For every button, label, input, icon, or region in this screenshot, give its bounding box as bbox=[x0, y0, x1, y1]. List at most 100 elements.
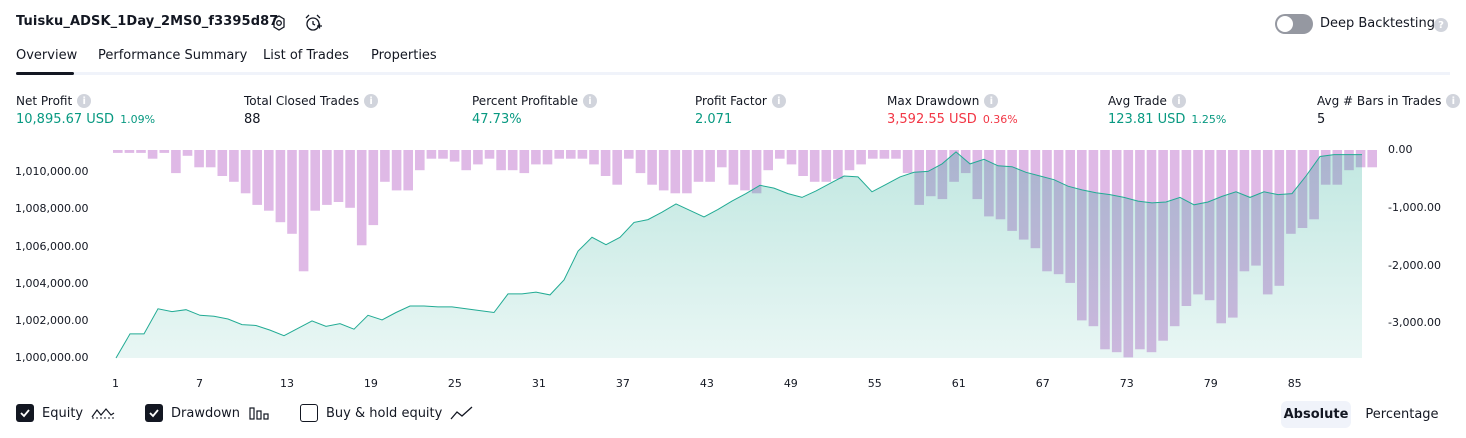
buy-hold-label: Buy & hold equity bbox=[326, 405, 443, 421]
drawdown-checkbox-row[interactable]: Drawdown bbox=[145, 404, 270, 422]
drawdown-bar bbox=[310, 150, 320, 211]
drawdown-bar bbox=[403, 150, 413, 191]
drawdown-bar bbox=[438, 150, 448, 159]
drawdown-bar bbox=[426, 150, 437, 159]
metric-percent: 0.36% bbox=[982, 113, 1018, 126]
metric-value: 2.071 bbox=[695, 112, 733, 127]
metric-profit-factor: Profit Factor i 2.071 bbox=[695, 94, 786, 127]
metric-value: 123.81 USD bbox=[1108, 112, 1186, 127]
info-icon[interactable]: i bbox=[984, 94, 999, 108]
drawdown-bar bbox=[182, 150, 193, 156]
drawdown-bar bbox=[217, 150, 228, 176]
equity-checkbox[interactable] bbox=[16, 404, 34, 422]
drawdown-bar bbox=[287, 150, 297, 234]
buy-hold-checkbox-row[interactable]: Buy & hold equity bbox=[300, 404, 474, 422]
equity-line bbox=[115, 151, 1362, 359]
y-left-tick: 1,006,000.00 bbox=[15, 239, 89, 253]
drawdown-bar bbox=[775, 150, 785, 159]
metric-percent-profitable: Percent Profitable i 47.73% bbox=[472, 94, 597, 127]
info-icon[interactable]: i bbox=[582, 94, 597, 108]
metric-label: Percent Profitable bbox=[472, 94, 578, 108]
drawdown-label: Drawdown bbox=[171, 405, 241, 421]
metric-percent: 1.09% bbox=[120, 113, 156, 126]
deep-backtesting-label: Deep Backtesting bbox=[1320, 16, 1436, 31]
drawdown-bar bbox=[612, 150, 622, 185]
drawdown-bar bbox=[542, 150, 553, 165]
drawdown-bar bbox=[891, 150, 901, 159]
drawdown-bar bbox=[322, 150, 332, 205]
drawdown-bar bbox=[368, 150, 379, 226]
tab-overview[interactable]: Overview bbox=[16, 48, 78, 63]
deep-backtesting-help-icon[interactable]: ? bbox=[1434, 18, 1448, 32]
deep-backtesting-toggle[interactable] bbox=[1275, 14, 1313, 34]
metric-label: Net Profit bbox=[16, 94, 73, 108]
drawdown-bar bbox=[566, 150, 576, 159]
drawdown-bar bbox=[902, 150, 913, 174]
drawdown-bar bbox=[240, 150, 251, 194]
drawdown-bar bbox=[844, 150, 855, 171]
settings-gear-icon[interactable] bbox=[268, 12, 290, 34]
drawdown-bar bbox=[647, 150, 657, 185]
drawdown-bar bbox=[577, 150, 588, 159]
alarm-clock-icon[interactable] bbox=[302, 12, 324, 34]
absolute-button[interactable]: Absolute bbox=[1281, 401, 1351, 428]
tabs-divider bbox=[16, 72, 1450, 75]
x-tick: 13 bbox=[279, 377, 294, 390]
tab-list-of-trades[interactable]: List of Trades bbox=[263, 48, 349, 63]
metric-total-closed-trades: Total Closed Trades i 88 bbox=[244, 94, 379, 127]
info-icon[interactable]: i bbox=[771, 94, 786, 108]
x-tick: 7 bbox=[195, 377, 203, 390]
percentage-button[interactable]: Percentage bbox=[1365, 407, 1439, 422]
drawdown-bar bbox=[693, 150, 704, 182]
drawdown-bar bbox=[1286, 150, 1296, 234]
x-tick: 67 bbox=[1035, 377, 1050, 390]
drawdown-bar bbox=[484, 150, 495, 159]
info-icon[interactable]: i bbox=[77, 94, 92, 108]
y-left-tick: 1,010,000.00 bbox=[15, 165, 89, 179]
x-tick: 73 bbox=[1119, 377, 1134, 390]
drawdown-bar bbox=[264, 150, 274, 211]
x-tick: 43 bbox=[699, 377, 714, 390]
drawdown-bar bbox=[868, 150, 878, 159]
drawdown-bar bbox=[821, 150, 832, 182]
drawdown-bar bbox=[333, 150, 344, 202]
buy-hold-checkbox[interactable] bbox=[300, 404, 318, 422]
trend-line-icon bbox=[450, 406, 473, 420]
drawdown-bar bbox=[763, 150, 773, 171]
drawdown-bar bbox=[670, 150, 681, 194]
metric-value: 5 bbox=[1317, 112, 1326, 127]
drawdown-bar bbox=[531, 150, 541, 165]
info-icon[interactable]: i bbox=[1171, 94, 1186, 108]
metric-max-drawdown: Max Drawdown i 3,592.55 USD 0.36% bbox=[887, 94, 1018, 127]
drawdown-bar bbox=[751, 150, 762, 194]
info-icon[interactable]: i bbox=[1446, 94, 1461, 108]
drawdown-bar bbox=[415, 150, 425, 171]
drawdown-bar bbox=[728, 150, 739, 185]
drawdown-bar bbox=[589, 150, 599, 165]
strategy-title: Tuisku_ADSK_1Day_2MS0_f3395d87 bbox=[16, 14, 279, 29]
drawdown-bar bbox=[507, 150, 518, 171]
equity-checkbox-row[interactable]: Equity bbox=[16, 404, 115, 422]
drawdown-bar bbox=[275, 150, 286, 223]
y-left-tick: 1,000,000.00 bbox=[15, 351, 89, 364]
drawdown-bar bbox=[229, 150, 239, 182]
x-tick: 19 bbox=[363, 377, 378, 390]
x-tick: 55 bbox=[867, 377, 882, 390]
info-icon[interactable]: i bbox=[364, 94, 379, 108]
metric-value: 88 bbox=[244, 112, 261, 127]
metric-percent: 1.25% bbox=[1191, 113, 1227, 126]
tab-performance-summary[interactable]: Performance Summary bbox=[98, 48, 248, 63]
x-tick: 37 bbox=[615, 377, 630, 390]
drawdown-checkbox[interactable] bbox=[145, 404, 163, 422]
tab-properties[interactable]: Properties bbox=[371, 48, 437, 63]
y-left-tick: 1,008,000.00 bbox=[15, 202, 89, 216]
drawdown-bar bbox=[717, 150, 727, 168]
drawdown-bar bbox=[298, 150, 309, 272]
active-tab-indicator bbox=[16, 72, 74, 75]
metric-label: Avg Trade bbox=[1108, 94, 1167, 108]
y-right-tick: 0.00 bbox=[1388, 143, 1413, 156]
x-tick: 61 bbox=[951, 377, 966, 390]
metric-value: 10,895.67 USD bbox=[16, 112, 115, 127]
drawdown-bar bbox=[171, 150, 181, 174]
